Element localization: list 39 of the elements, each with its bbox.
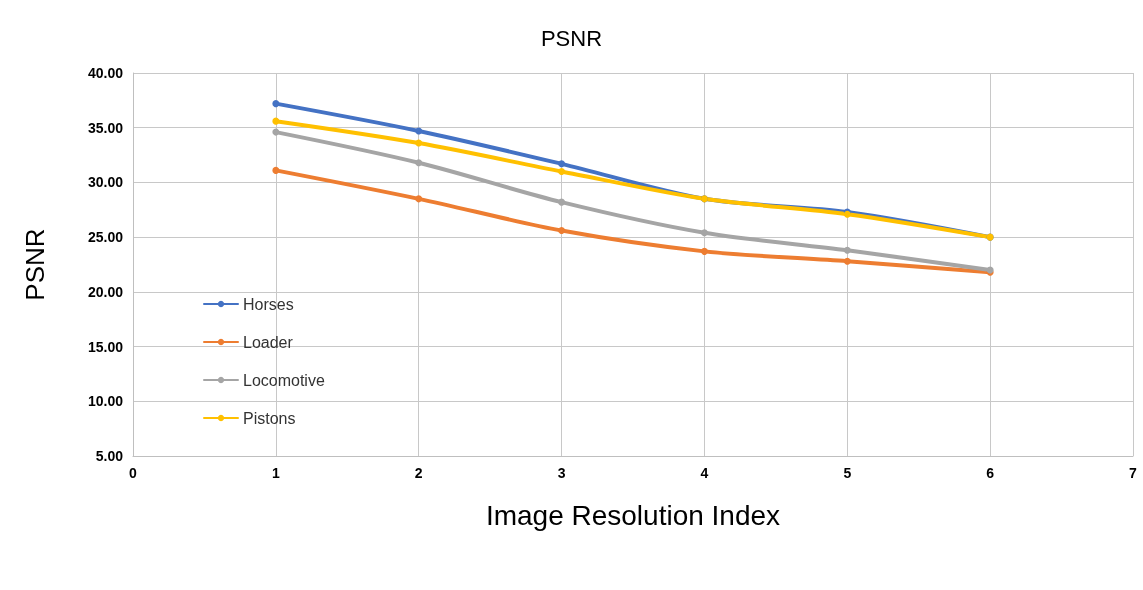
x-tick-label: 1 bbox=[271, 465, 280, 481]
x-tick-label: 0 bbox=[129, 465, 138, 481]
point bbox=[415, 195, 423, 203]
y-tick-label: 30.00 bbox=[87, 174, 124, 191]
point bbox=[415, 159, 423, 167]
x-tick-label: 7 bbox=[1129, 465, 1138, 481]
x-tick-label: 5 bbox=[843, 465, 852, 481]
y-tick-label: 35.00 bbox=[87, 119, 124, 136]
y-tick-label: 25.00 bbox=[87, 229, 124, 246]
point bbox=[558, 167, 566, 175]
x-axis-title: Image Resolution Index bbox=[485, 499, 781, 531]
point bbox=[558, 198, 566, 206]
y-tick-label: 15.00 bbox=[87, 338, 124, 355]
point bbox=[843, 246, 851, 254]
point bbox=[843, 257, 851, 265]
y-tick-label: 20.00 bbox=[87, 283, 124, 300]
x-tick-label: 4 bbox=[700, 465, 709, 481]
point bbox=[558, 160, 566, 168]
legend-label: Locomotive bbox=[243, 371, 325, 389]
x-tick-label: 3 bbox=[557, 465, 566, 481]
point bbox=[272, 128, 280, 136]
y-tick-label: 10.00 bbox=[87, 393, 124, 410]
legend-label: Loader bbox=[243, 333, 294, 351]
legend-label: Pistons bbox=[243, 409, 296, 427]
point bbox=[415, 139, 423, 147]
point bbox=[272, 166, 280, 174]
point bbox=[558, 227, 566, 235]
x-tick-label: 6 bbox=[986, 465, 995, 481]
y-tick-label: 5.00 bbox=[95, 448, 124, 464]
point bbox=[272, 117, 280, 125]
y-tick-label: 40.00 bbox=[87, 65, 124, 81]
chart-title: PSNR bbox=[540, 25, 603, 51]
x-tick-label: 2 bbox=[414, 465, 423, 481]
point bbox=[415, 127, 423, 135]
point bbox=[700, 229, 708, 237]
y-axis-title: PSNR bbox=[20, 228, 50, 301]
legend-label: Horses bbox=[243, 295, 294, 313]
point bbox=[700, 247, 708, 255]
point bbox=[272, 100, 280, 108]
